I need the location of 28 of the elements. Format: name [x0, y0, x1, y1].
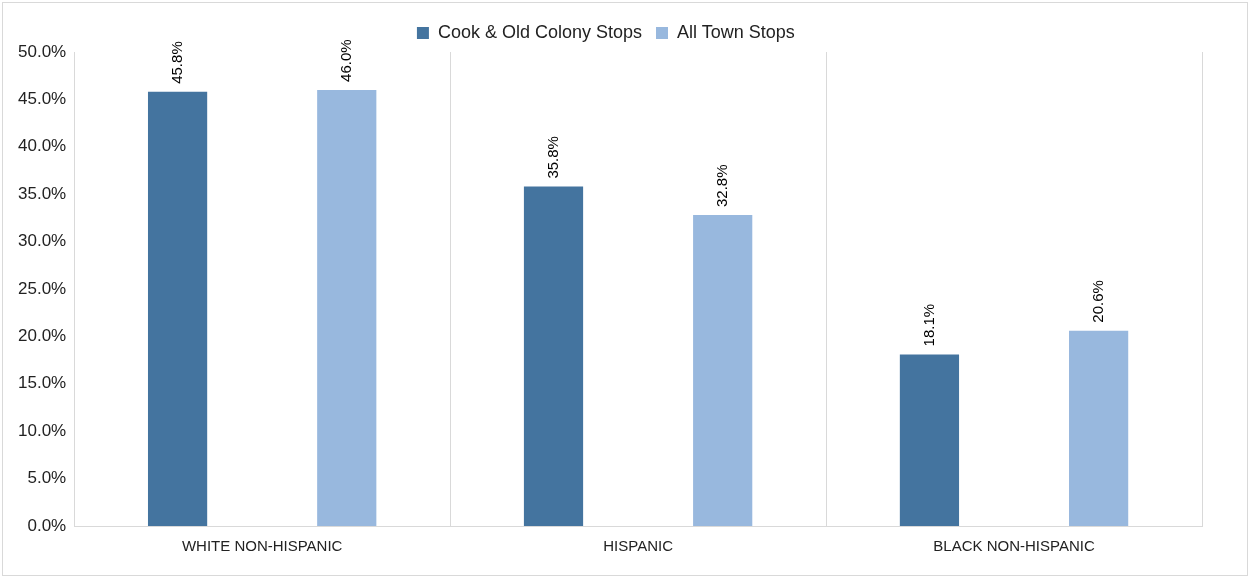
y-tick-label: 40.0%: [18, 136, 67, 156]
bar: [523, 186, 584, 526]
x-tick-label: HISPANIC: [603, 537, 674, 555]
y-tick-label: 50.0%: [18, 41, 67, 61]
y-tick-label: 5.0%: [27, 468, 67, 488]
bar: [147, 91, 208, 526]
y-tick-label: 45.0%: [18, 89, 67, 109]
text: 45.8%: [167, 41, 185, 84]
bar: [1069, 330, 1129, 526]
x-tick-label: BLACK NON-HISPANIC: [933, 537, 1095, 555]
text: 20.6%: [1088, 280, 1106, 323]
bar: [693, 215, 753, 526]
y-tick-label: 0.0%: [27, 515, 67, 535]
y-tick-label: 20.0%: [18, 326, 67, 346]
bar: [899, 354, 960, 526]
legend-label: Cook & Old Colony Stops: [437, 21, 643, 42]
text: 32.8%: [712, 164, 730, 208]
text: 35.8%: [543, 136, 561, 179]
y-tick-label: 30.0%: [18, 231, 67, 251]
y-tick-label: 10.0%: [18, 420, 67, 440]
bar: [317, 89, 377, 526]
legend-label: All Town Stops: [677, 21, 795, 42]
y-tick-label: 35.0%: [18, 183, 67, 203]
text: 18.1%: [919, 303, 937, 347]
x-tick-label: WHITE NON-HISPANIC: [181, 537, 343, 555]
y-tick-label: 25.0%: [18, 278, 67, 298]
text: 46.0%: [336, 39, 354, 82]
y-tick-label: 15.0%: [18, 373, 67, 393]
